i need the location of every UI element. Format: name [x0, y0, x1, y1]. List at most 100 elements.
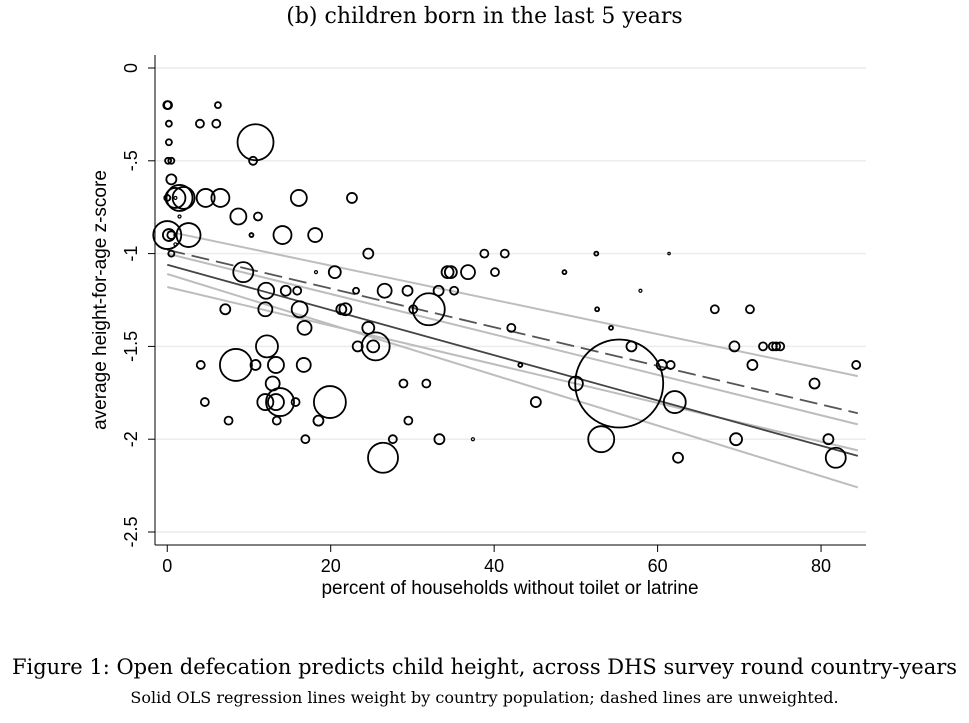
point-9: [165, 184, 194, 212]
point-56: [432, 284, 445, 297]
point-87: [775, 341, 786, 352]
y-tick-label-2: -1: [121, 246, 141, 262]
point-24: [210, 188, 231, 208]
point-1: [163, 100, 173, 111]
point-111: [387, 434, 398, 445]
point-93: [195, 360, 206, 370]
point-116: [470, 437, 476, 442]
point-115: [433, 433, 446, 446]
point-86: [771, 341, 782, 352]
x-tick-label-1: 20: [321, 556, 341, 576]
point-30: [272, 225, 293, 245]
point-33: [346, 192, 358, 204]
point-4: [164, 156, 172, 165]
point-109: [312, 385, 347, 419]
point-106: [295, 357, 312, 373]
point-42: [313, 270, 319, 275]
point-67: [593, 250, 600, 257]
point-51: [360, 331, 391, 362]
point-46: [352, 286, 360, 295]
point-20: [195, 118, 205, 129]
point-52: [376, 282, 393, 299]
point-66: [561, 269, 568, 276]
point-60: [460, 264, 476, 281]
point-113: [403, 415, 414, 426]
axes: 0 -.5 -1 -1.5 -2 -2.5 0 20 40 60 80: [121, 55, 866, 576]
point-61: [479, 248, 490, 259]
point-58: [443, 265, 458, 280]
point-35: [219, 303, 232, 316]
point-21: [211, 118, 222, 129]
x-tick-label-0: 0: [162, 556, 172, 576]
point-77: [662, 390, 687, 414]
figure-caption: Figure 1: Open defecation predicts child…: [11, 655, 958, 679]
point-34: [232, 261, 255, 284]
point-6: [165, 173, 178, 186]
grid-lines: [155, 67, 866, 533]
point-81: [745, 304, 755, 315]
figure-note: Solid OLS regression lines weight by cou…: [130, 688, 839, 707]
point-38: [279, 284, 292, 297]
point-3: [164, 138, 173, 147]
point-114: [421, 378, 432, 389]
point-10: [171, 186, 196, 210]
point-95: [223, 415, 234, 426]
point-89: [808, 377, 821, 390]
point-78: [587, 425, 616, 454]
point-17: [175, 222, 202, 248]
point-71: [667, 251, 671, 256]
point-8: [164, 187, 187, 209]
point-59: [449, 285, 460, 296]
point-65: [517, 362, 524, 368]
point-82: [728, 340, 741, 353]
point-91: [824, 446, 847, 469]
point-107: [300, 434, 311, 445]
point-41: [296, 319, 313, 336]
point-92: [851, 360, 862, 370]
y-tick-label-3: -1.5: [121, 331, 141, 362]
point-45: [338, 302, 353, 317]
point-13: [152, 220, 183, 250]
point-36: [257, 281, 276, 300]
y-tick-label-5: -2.5: [121, 516, 141, 547]
point-53: [401, 284, 414, 297]
point-64: [506, 322, 517, 333]
data-points: [152, 100, 862, 474]
point-12: [177, 214, 182, 219]
x-tick-label-3: 60: [648, 556, 668, 576]
x-tick-label-4: 80: [811, 556, 831, 576]
point-102: [271, 415, 282, 426]
point-84: [758, 341, 768, 352]
point-47: [362, 247, 375, 260]
point-101: [267, 356, 285, 374]
point-75: [574, 338, 665, 429]
y-tick-label-4: -2: [121, 431, 141, 447]
point-23: [195, 188, 216, 208]
point-50: [366, 339, 381, 354]
point-99: [256, 393, 275, 411]
point-112: [398, 378, 409, 389]
y-tick-label-0: 0: [121, 63, 141, 73]
point-62: [490, 267, 500, 278]
point-104: [265, 387, 295, 417]
point-26: [248, 232, 255, 238]
chart-subtitle: (b) children born in the last 5 years: [286, 4, 683, 29]
point-108: [312, 414, 325, 427]
point-96: [219, 348, 253, 382]
point-55: [411, 292, 446, 327]
x-tick-label-2: 40: [484, 556, 504, 576]
point-94: [199, 397, 210, 407]
point-90: [822, 433, 835, 446]
fit-line-ci-light-2: [167, 230, 859, 378]
point-110: [367, 441, 399, 474]
point-68: [594, 306, 601, 313]
regression-lines: [166, 230, 859, 489]
point-39: [292, 285, 303, 296]
fit-line-ci-light-1: [166, 273, 859, 489]
point-19: [173, 242, 178, 247]
point-76: [567, 375, 584, 392]
point-18: [167, 249, 176, 258]
point-28: [236, 123, 275, 162]
point-37: [257, 301, 274, 318]
point-105: [290, 397, 301, 407]
